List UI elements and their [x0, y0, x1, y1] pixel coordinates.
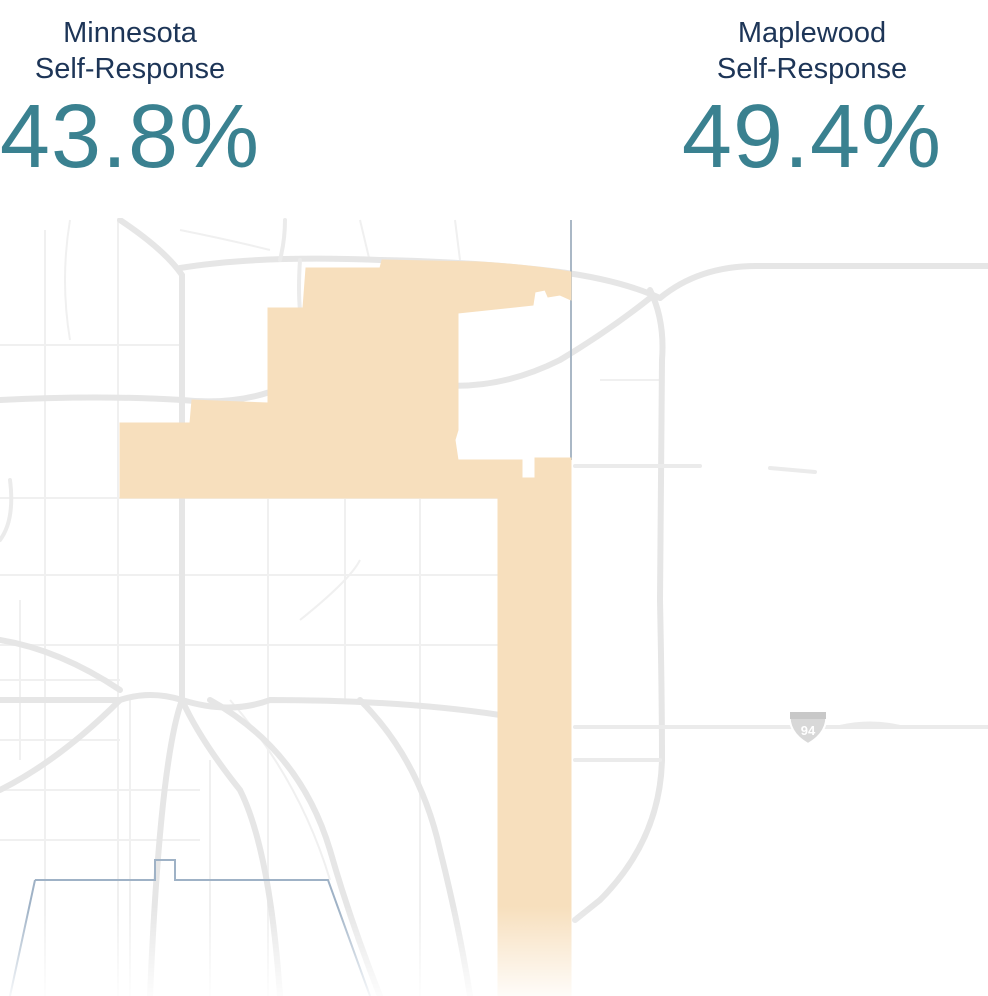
map-canvas[interactable]: 94	[0, 218, 988, 996]
secondary-roads	[0, 218, 988, 763]
minnesota-self-response-value: 43.8%	[0, 87, 261, 187]
minor-roads	[0, 219, 660, 996]
maplewood-stat: Maplewood Self-Response 49.4%	[672, 15, 952, 187]
minnesota-label-line2: Self-Response	[34, 53, 226, 85]
highways	[0, 218, 988, 996]
maplewood-self-response-value: 49.4%	[681, 87, 943, 187]
interstate-shield-label: 94	[801, 723, 816, 738]
maplewood-label-line2: Self-Response	[716, 53, 908, 85]
map-background	[0, 218, 988, 996]
minnesota-stat: Minnesota Self-Response 43.8%	[0, 15, 270, 187]
map[interactable]: 94	[0, 218, 988, 996]
minnesota-label-line1: Minnesota	[63, 17, 197, 49]
census-tract-region[interactable]	[119, 259, 572, 996]
maplewood-label-line1: Maplewood	[737, 17, 887, 49]
interstate-94-shield: 94	[788, 711, 828, 746]
